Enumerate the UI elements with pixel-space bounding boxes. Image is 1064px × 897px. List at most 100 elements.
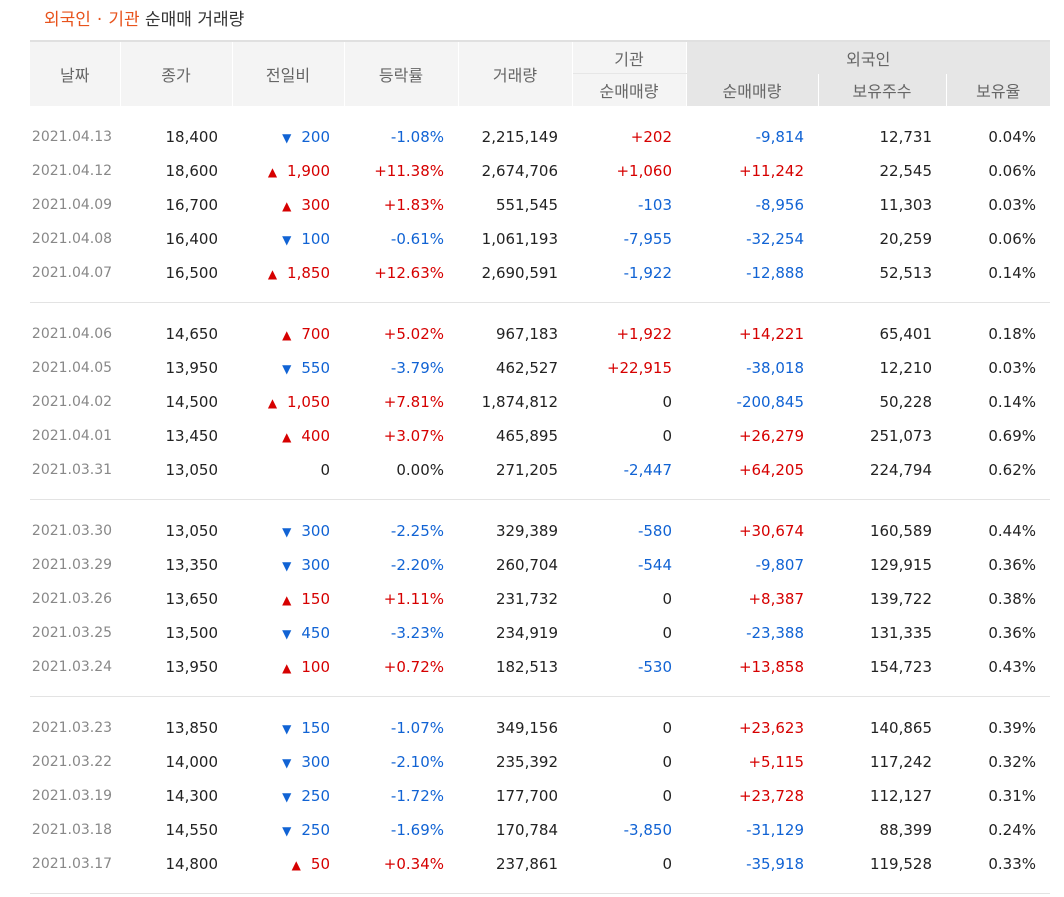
row-inst-net: 0 <box>662 719 672 737</box>
row-change: ▼ 300 <box>232 548 344 582</box>
table-row: 2021.03.19 14,300 ▼ 250 -1.72% 177,700 0 +23,72… <box>30 779 1050 813</box>
table-body: 2021.04.13 18,400 ▼ 200 -1.08% 2,215,149 +202 -… <box>30 106 1050 894</box>
row-rate: +11.38% <box>374 162 444 180</box>
table-row: 2021.04.05 13,950 ▼ 550 -3.79% 462,527 +22,915… <box>30 351 1050 385</box>
row-frgn-ratio: 0.18% <box>988 325 1036 343</box>
row-inst-net: 0 <box>662 753 672 771</box>
row-change-value: 0 <box>320 461 330 479</box>
row-close: 13,450 <box>165 427 219 445</box>
row-change: ▲ 700 <box>232 317 344 351</box>
title-separator: · <box>96 10 103 30</box>
row-frgn-ratio: 0.36% <box>988 556 1036 574</box>
row-rate: -1.72% <box>390 787 444 805</box>
row-close: 13,850 <box>165 719 219 737</box>
row-change: ▼ 200 <box>232 120 344 154</box>
arrow-down-icon: ▼ <box>282 824 292 838</box>
row-date: 2021.04.05 <box>31 360 113 376</box>
header-change: 전일비 <box>232 40 345 106</box>
row-frgn-ratio: 0.39% <box>988 719 1036 737</box>
arrow-up-icon: ▲ <box>267 267 278 281</box>
row-date: 2021.04.12 <box>31 163 113 179</box>
row-rate: 0.00% <box>396 461 444 479</box>
row-frgn-ratio: 0.44% <box>988 522 1036 540</box>
row-frgn-net: -9,814 <box>755 128 804 146</box>
row-close: 14,300 <box>165 787 219 805</box>
row-change-value: 1,050 <box>287 393 330 411</box>
row-change-value: 250 <box>301 821 330 839</box>
row-date: 2021.03.29 <box>31 557 113 573</box>
row-date: 2021.03.22 <box>31 754 113 770</box>
trading-table: 날짜 종가 전일비 등락률 거래량 기관 외국인 순매매량 순매매량 보유주수 … <box>30 40 1050 894</box>
row-change-value: 300 <box>301 196 330 214</box>
row-frgn-shares: 154,723 <box>869 658 932 676</box>
table-row: 2021.03.22 14,000 ▼ 300 -2.10% 235,392 0 +5,115… <box>30 745 1050 779</box>
row-frgn-ratio: 0.14% <box>988 393 1036 411</box>
row-close: 18,400 <box>165 128 219 146</box>
row-inst-net: -7,955 <box>623 230 672 248</box>
row-date: 2021.04.02 <box>31 394 113 410</box>
row-frgn-ratio: 0.24% <box>988 821 1036 839</box>
row-date: 2021.04.08 <box>31 231 113 247</box>
row-change-value: 1,850 <box>287 264 330 282</box>
row-frgn-net: +23,728 <box>738 787 804 805</box>
row-frgn-ratio: 0.38% <box>988 590 1036 608</box>
row-change: ▼ 250 <box>232 779 344 813</box>
row-frgn-net: +23,623 <box>738 719 804 737</box>
row-frgn-ratio: 0.31% <box>988 787 1036 805</box>
arrow-up-icon: ▲ <box>282 199 292 213</box>
row-change: ▼ 100 <box>232 222 344 256</box>
arrow-up-icon: ▲ <box>282 430 292 444</box>
row-frgn-shares: 251,073 <box>869 427 932 445</box>
row-change-value: 550 <box>301 359 330 377</box>
row-inst-net: 0 <box>662 393 672 411</box>
arrow-up-icon: ▲ <box>282 593 292 607</box>
row-frgn-shares: 20,259 <box>879 230 933 248</box>
title-suffix: 순매매 거래량 <box>145 10 245 30</box>
row-change-value: 250 <box>301 787 330 805</box>
row-frgn-net: +5,115 <box>748 753 804 771</box>
row-frgn-net: -8,956 <box>755 196 804 214</box>
row-close: 13,050 <box>165 461 219 479</box>
row-close: 13,950 <box>165 658 219 676</box>
row-rate: -3.23% <box>390 624 444 642</box>
row-frgn-ratio: 0.03% <box>988 196 1036 214</box>
table-row: 2021.04.07 16,500 ▲ 1,850 +12.63% 2,690,591 -1… <box>30 256 1050 290</box>
row-frgn-net: -38,018 <box>746 359 804 377</box>
row-frgn-net: +8,387 <box>748 590 804 608</box>
row-close: 16,700 <box>165 196 219 214</box>
table-row: 2021.04.08 16,400 ▼ 100 -0.61% 1,061,193 -7,95… <box>30 222 1050 256</box>
row-frgn-net: +26,279 <box>738 427 804 445</box>
header-rate: 등락률 <box>344 40 459 106</box>
row-volume: 2,215,149 <box>481 128 558 146</box>
title-institution: 기관 <box>108 10 140 30</box>
row-date: 2021.03.30 <box>31 523 113 539</box>
header-close: 종가 <box>120 40 233 106</box>
row-frgn-shares: 52,513 <box>879 264 933 282</box>
row-frgn-ratio: 0.04% <box>988 128 1036 146</box>
arrow-down-icon: ▼ <box>282 722 292 736</box>
row-rate: -3.79% <box>390 359 444 377</box>
row-volume: 329,389 <box>495 522 558 540</box>
arrow-up-icon: ▲ <box>282 661 292 675</box>
row-close: 14,800 <box>165 855 219 873</box>
row-inst-net: -544 <box>637 556 672 574</box>
arrow-up-icon: ▲ <box>267 165 278 179</box>
row-frgn-ratio: 0.36% <box>988 624 1036 642</box>
row-change-value: 300 <box>301 522 330 540</box>
row-inst-net: +1,060 <box>616 162 672 180</box>
row-frgn-shares: 224,794 <box>869 461 932 479</box>
row-inst-net: +202 <box>630 128 672 146</box>
table-row: 2021.04.09 16,700 ▲ 300 +1.83% 551,545 -103 -8,… <box>30 188 1050 222</box>
row-frgn-ratio: 0.14% <box>988 264 1036 282</box>
row-close: 13,650 <box>165 590 219 608</box>
row-volume: 237,861 <box>495 855 558 873</box>
row-change: ▲ 150 <box>232 582 344 616</box>
row-change: ▲ 50 <box>232 847 344 881</box>
header-frgn-ratio: 보유율 <box>946 73 1050 106</box>
row-volume: 177,700 <box>495 787 558 805</box>
row-rate: +5.02% <box>383 325 444 343</box>
row-change-value: 50 <box>310 855 330 873</box>
row-change: ▲ 1,900 <box>232 154 344 188</box>
arrow-up-icon: ▲ <box>267 396 278 410</box>
row-frgn-shares: 139,722 <box>869 590 932 608</box>
